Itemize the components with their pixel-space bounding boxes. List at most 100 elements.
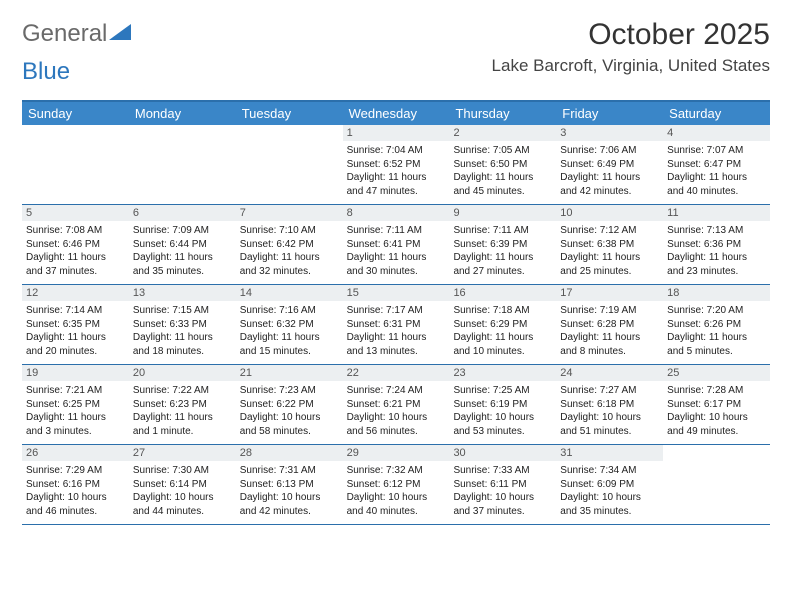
- daylight-line2: and 23 minutes.: [667, 265, 766, 279]
- day-number: 8: [343, 205, 450, 221]
- daylight-line2: and 40 minutes.: [347, 505, 446, 519]
- daylight-line2: and 37 minutes.: [453, 505, 552, 519]
- daylight-line1: Daylight: 11 hours: [133, 411, 232, 425]
- sunset-line: Sunset: 6:16 PM: [26, 478, 125, 492]
- day-cell: 30Sunrise: 7:33 AMSunset: 6:11 PMDayligh…: [449, 445, 556, 524]
- sunrise-line: Sunrise: 7:17 AM: [347, 304, 446, 318]
- daylight-line1: Daylight: 11 hours: [453, 171, 552, 185]
- day-number: 27: [129, 445, 236, 461]
- sunset-line: Sunset: 6:29 PM: [453, 318, 552, 332]
- daylight-line2: and 27 minutes.: [453, 265, 552, 279]
- day-number: 20: [129, 365, 236, 381]
- sunset-line: Sunset: 6:32 PM: [240, 318, 339, 332]
- week-row: 1Sunrise: 7:04 AMSunset: 6:52 PMDaylight…: [22, 125, 770, 205]
- day-cell: [236, 125, 343, 204]
- day-cell: 3Sunrise: 7:06 AMSunset: 6:49 PMDaylight…: [556, 125, 663, 204]
- sunset-line: Sunset: 6:17 PM: [667, 398, 766, 412]
- daylight-line2: and 1 minute.: [133, 425, 232, 439]
- daylight-line2: and 56 minutes.: [347, 425, 446, 439]
- day-number: 25: [663, 365, 770, 381]
- calendar-grid: Sunday Monday Tuesday Wednesday Thursday…: [22, 100, 770, 525]
- sunset-line: Sunset: 6:11 PM: [453, 478, 552, 492]
- day-cell: 2Sunrise: 7:05 AMSunset: 6:50 PMDaylight…: [449, 125, 556, 204]
- sunset-line: Sunset: 6:38 PM: [560, 238, 659, 252]
- sunrise-line: Sunrise: 7:18 AM: [453, 304, 552, 318]
- daylight-line1: Daylight: 10 hours: [560, 491, 659, 505]
- sunrise-line: Sunrise: 7:10 AM: [240, 224, 339, 238]
- sunrise-line: Sunrise: 7:21 AM: [26, 384, 125, 398]
- sunrise-line: Sunrise: 7:05 AM: [453, 144, 552, 158]
- day-number: 1: [343, 125, 450, 141]
- day-number: 28: [236, 445, 343, 461]
- day-number: 14: [236, 285, 343, 301]
- dow-sunday: Sunday: [22, 102, 129, 125]
- sunset-line: Sunset: 6:09 PM: [560, 478, 659, 492]
- sunset-line: Sunset: 6:25 PM: [26, 398, 125, 412]
- sunset-line: Sunset: 6:36 PM: [667, 238, 766, 252]
- sunset-line: Sunset: 6:31 PM: [347, 318, 446, 332]
- brand-logo: General: [22, 18, 131, 48]
- day-cell: 5Sunrise: 7:08 AMSunset: 6:46 PMDaylight…: [22, 205, 129, 284]
- sunrise-line: Sunrise: 7:11 AM: [347, 224, 446, 238]
- day-cell: 16Sunrise: 7:18 AMSunset: 6:29 PMDayligh…: [449, 285, 556, 364]
- sunset-line: Sunset: 6:28 PM: [560, 318, 659, 332]
- day-number: 29: [343, 445, 450, 461]
- daylight-line2: and 30 minutes.: [347, 265, 446, 279]
- daylight-line1: Daylight: 11 hours: [667, 171, 766, 185]
- day-cell: 19Sunrise: 7:21 AMSunset: 6:25 PMDayligh…: [22, 365, 129, 444]
- sunrise-line: Sunrise: 7:14 AM: [26, 304, 125, 318]
- daylight-line1: Daylight: 10 hours: [240, 491, 339, 505]
- sunrise-line: Sunrise: 7:13 AM: [667, 224, 766, 238]
- sunrise-line: Sunrise: 7:19 AM: [560, 304, 659, 318]
- daylight-line1: Daylight: 10 hours: [560, 411, 659, 425]
- sunset-line: Sunset: 6:22 PM: [240, 398, 339, 412]
- daylight-line1: Daylight: 10 hours: [26, 491, 125, 505]
- day-cell: [129, 125, 236, 204]
- day-number: 11: [663, 205, 770, 221]
- sunset-line: Sunset: 6:35 PM: [26, 318, 125, 332]
- sunrise-line: Sunrise: 7:25 AM: [453, 384, 552, 398]
- sunrise-line: Sunrise: 7:11 AM: [453, 224, 552, 238]
- daylight-line2: and 3 minutes.: [26, 425, 125, 439]
- dow-monday: Monday: [129, 102, 236, 125]
- day-number: 9: [449, 205, 556, 221]
- day-cell: 14Sunrise: 7:16 AMSunset: 6:32 PMDayligh…: [236, 285, 343, 364]
- dow-tuesday: Tuesday: [236, 102, 343, 125]
- day-cell: 22Sunrise: 7:24 AMSunset: 6:21 PMDayligh…: [343, 365, 450, 444]
- daylight-line1: Daylight: 10 hours: [453, 491, 552, 505]
- week-row: 26Sunrise: 7:29 AMSunset: 6:16 PMDayligh…: [22, 445, 770, 525]
- sunset-line: Sunset: 6:14 PM: [133, 478, 232, 492]
- daylight-line2: and 58 minutes.: [240, 425, 339, 439]
- day-cell: 20Sunrise: 7:22 AMSunset: 6:23 PMDayligh…: [129, 365, 236, 444]
- day-number: 30: [449, 445, 556, 461]
- sunrise-line: Sunrise: 7:08 AM: [26, 224, 125, 238]
- daylight-line1: Daylight: 11 hours: [560, 251, 659, 265]
- sunset-line: Sunset: 6:19 PM: [453, 398, 552, 412]
- day-cell: 17Sunrise: 7:19 AMSunset: 6:28 PMDayligh…: [556, 285, 663, 364]
- day-number: 26: [22, 445, 129, 461]
- day-cell: 18Sunrise: 7:20 AMSunset: 6:26 PMDayligh…: [663, 285, 770, 364]
- daylight-line1: Daylight: 11 hours: [240, 251, 339, 265]
- daylight-line1: Daylight: 11 hours: [26, 331, 125, 345]
- daylight-line2: and 10 minutes.: [453, 345, 552, 359]
- day-cell: 9Sunrise: 7:11 AMSunset: 6:39 PMDaylight…: [449, 205, 556, 284]
- daylight-line1: Daylight: 11 hours: [560, 171, 659, 185]
- daylight-line1: Daylight: 11 hours: [347, 251, 446, 265]
- daylight-line2: and 35 minutes.: [560, 505, 659, 519]
- daylight-line2: and 42 minutes.: [240, 505, 339, 519]
- day-number: 17: [556, 285, 663, 301]
- sunrise-line: Sunrise: 7:16 AM: [240, 304, 339, 318]
- daylight-line1: Daylight: 10 hours: [133, 491, 232, 505]
- day-cell: 15Sunrise: 7:17 AMSunset: 6:31 PMDayligh…: [343, 285, 450, 364]
- sunset-line: Sunset: 6:41 PM: [347, 238, 446, 252]
- day-number: 23: [449, 365, 556, 381]
- day-cell: 13Sunrise: 7:15 AMSunset: 6:33 PMDayligh…: [129, 285, 236, 364]
- daylight-line1: Daylight: 10 hours: [667, 411, 766, 425]
- daylight-line1: Daylight: 10 hours: [453, 411, 552, 425]
- sunset-line: Sunset: 6:21 PM: [347, 398, 446, 412]
- sunrise-line: Sunrise: 7:07 AM: [667, 144, 766, 158]
- sunrise-line: Sunrise: 7:04 AM: [347, 144, 446, 158]
- day-cell: 25Sunrise: 7:28 AMSunset: 6:17 PMDayligh…: [663, 365, 770, 444]
- daylight-line1: Daylight: 11 hours: [453, 251, 552, 265]
- brand-triangle-icon: [109, 24, 131, 42]
